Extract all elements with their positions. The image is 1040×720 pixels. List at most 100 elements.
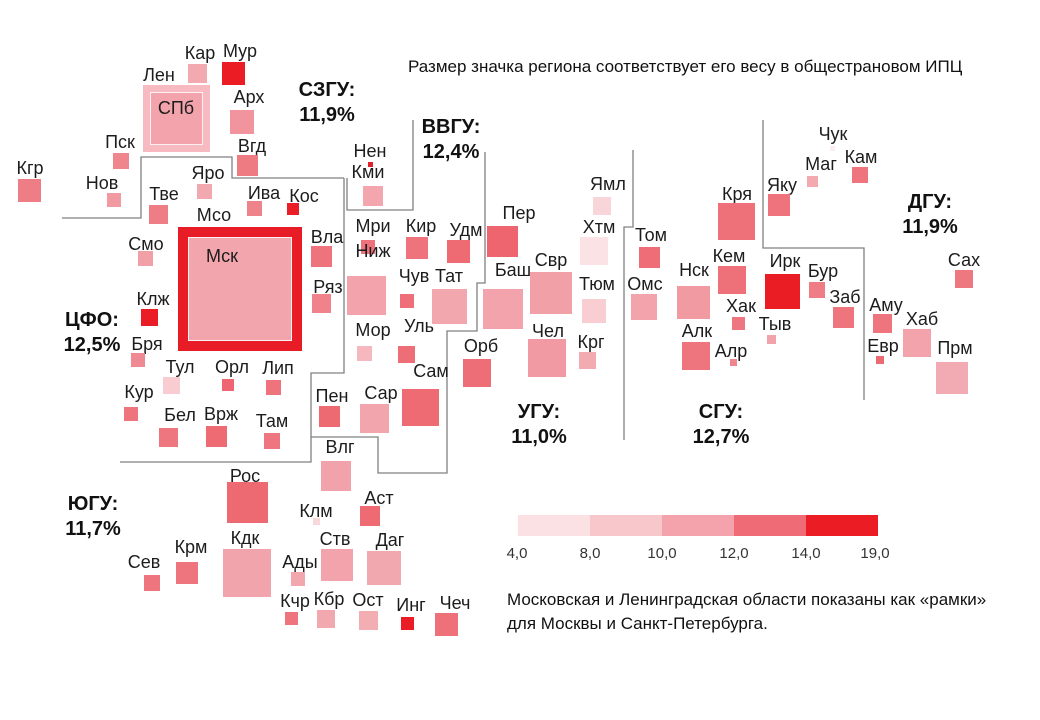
district-value: 11,0% bbox=[511, 426, 567, 448]
region-square-Ямл bbox=[593, 197, 611, 215]
region-square-Тюм bbox=[582, 299, 606, 323]
region-square-Нов bbox=[107, 193, 121, 207]
chart-title: Размер значка региона соответствует его … bbox=[408, 57, 963, 76]
region-square-Инг bbox=[401, 617, 414, 630]
region-square-Пер bbox=[487, 226, 518, 257]
region-square-Даг bbox=[367, 551, 401, 585]
legend-tick-19,0: 19,0 bbox=[860, 545, 890, 562]
region-square-Кчр bbox=[285, 612, 298, 625]
district-label-ЦФО: ЦФО: 12,5% bbox=[12, 308, 172, 358]
region-square-Ива bbox=[247, 201, 262, 216]
region-square-Аму bbox=[873, 314, 892, 333]
region-square-Сар bbox=[360, 404, 389, 433]
border-polyline-4 bbox=[623, 150, 634, 440]
region-square-Арх bbox=[230, 110, 254, 134]
region-square-Кир bbox=[406, 237, 428, 259]
region-square-Мри bbox=[361, 240, 375, 254]
region-square-Сах bbox=[955, 270, 973, 288]
region-square-Клм bbox=[313, 518, 320, 525]
region-square-Орб bbox=[463, 359, 491, 387]
legend-swatch-3 bbox=[734, 515, 806, 536]
region-square-Крм bbox=[176, 562, 198, 584]
region-square-СПб bbox=[150, 92, 203, 145]
district-name: СЗГУ: bbox=[298, 79, 356, 101]
region-square-Бря bbox=[131, 353, 145, 367]
border-polyline-1 bbox=[120, 178, 345, 463]
region-square-Ирк bbox=[765, 274, 800, 309]
district-name: ЮГУ: bbox=[67, 493, 119, 515]
district-label-ВВГУ: ВВГУ: 12,4% bbox=[371, 115, 531, 165]
region-square-Мск bbox=[188, 237, 292, 341]
region-square-Крг bbox=[579, 352, 596, 369]
region-square-Хак bbox=[732, 317, 745, 330]
region-square-Том bbox=[639, 247, 660, 268]
region-square-Заб bbox=[833, 307, 854, 328]
region-square-Кем bbox=[718, 266, 746, 294]
region-square-Аст bbox=[360, 506, 380, 526]
legend-swatch-4 bbox=[806, 515, 878, 536]
legend-tick-8,0: 8,0 bbox=[579, 545, 601, 562]
region-square-Сев bbox=[144, 575, 160, 591]
region-square-Омс bbox=[631, 294, 657, 320]
legend-tick-10,0: 10,0 bbox=[647, 545, 677, 562]
region-square-Кдк bbox=[223, 549, 271, 597]
region-square-Там bbox=[264, 433, 280, 449]
region-square-Рос bbox=[227, 482, 268, 523]
region-square-Кря bbox=[718, 203, 755, 240]
border-polyline-0 bbox=[62, 156, 344, 219]
region-square-Евр bbox=[876, 356, 884, 364]
region-square-Мор bbox=[357, 346, 372, 361]
legend-tick-14,0: 14,0 bbox=[791, 545, 821, 562]
region-square-Тыв bbox=[767, 335, 776, 344]
region-square-Хаб bbox=[903, 329, 931, 357]
region-square-Прм bbox=[936, 362, 968, 394]
footnote-line-2: для Москвы и Санкт-Петербурга. bbox=[507, 614, 768, 633]
region-square-Ств bbox=[321, 549, 353, 581]
legend-swatch-1 bbox=[590, 515, 662, 536]
region-square-Кбр bbox=[317, 610, 335, 628]
region-square-Яку bbox=[768, 194, 790, 216]
region-square-Алр bbox=[730, 359, 737, 366]
district-label-СГУ: СГУ: 12,7% bbox=[641, 400, 801, 450]
district-value: 11,9% bbox=[902, 216, 958, 238]
region-square-Алк bbox=[682, 342, 710, 370]
district-label-УГУ: УГУ: 11,0% bbox=[459, 400, 619, 450]
district-value: 11,7% bbox=[65, 518, 121, 540]
region-square-Смо bbox=[138, 251, 153, 266]
region-square-Чук bbox=[830, 146, 835, 151]
district-label-СЗГУ: СЗГУ: 11,9% bbox=[247, 78, 407, 128]
region-square-Хтм bbox=[580, 237, 608, 265]
region-square-Кам bbox=[852, 167, 868, 183]
chart-footnote: Московская и Ленинградская области показ… bbox=[507, 588, 986, 636]
legend-tick-4,0: 4,0 bbox=[506, 545, 528, 562]
district-name: ДГУ: bbox=[907, 191, 953, 213]
district-name: СГУ: bbox=[698, 401, 744, 423]
region-square-Ады bbox=[291, 572, 305, 586]
region-square-Вла bbox=[311, 246, 332, 267]
legend-swatch-2 bbox=[662, 515, 734, 536]
region-square-Уль bbox=[398, 346, 415, 363]
region-square-Клж bbox=[141, 309, 158, 326]
region-square-Ряз bbox=[312, 294, 331, 313]
region-square-Кур bbox=[124, 407, 138, 421]
district-name: ЦФО: bbox=[65, 309, 119, 331]
region-square-Кос bbox=[287, 203, 299, 215]
legend-swatch-0 bbox=[518, 515, 590, 536]
region-square-Вгд bbox=[237, 155, 258, 176]
region-square-Ниж bbox=[347, 276, 386, 315]
district-name: УГУ: bbox=[517, 401, 561, 423]
region-square-Сам bbox=[402, 389, 439, 426]
region-square-Ост bbox=[359, 611, 378, 630]
region-square-Удм bbox=[447, 240, 470, 263]
region-square-Пен bbox=[319, 406, 340, 427]
region-square-Пск bbox=[113, 153, 129, 169]
region-square-Нск bbox=[677, 286, 710, 319]
border-polyline-5 bbox=[762, 120, 865, 400]
district-label-ДГУ: ДГУ: 11,9% bbox=[850, 190, 1010, 240]
region-square-Кар bbox=[188, 64, 207, 83]
region-square-Тат bbox=[432, 289, 467, 324]
region-square-Чув bbox=[400, 294, 414, 308]
region-square-Тве bbox=[149, 205, 168, 224]
